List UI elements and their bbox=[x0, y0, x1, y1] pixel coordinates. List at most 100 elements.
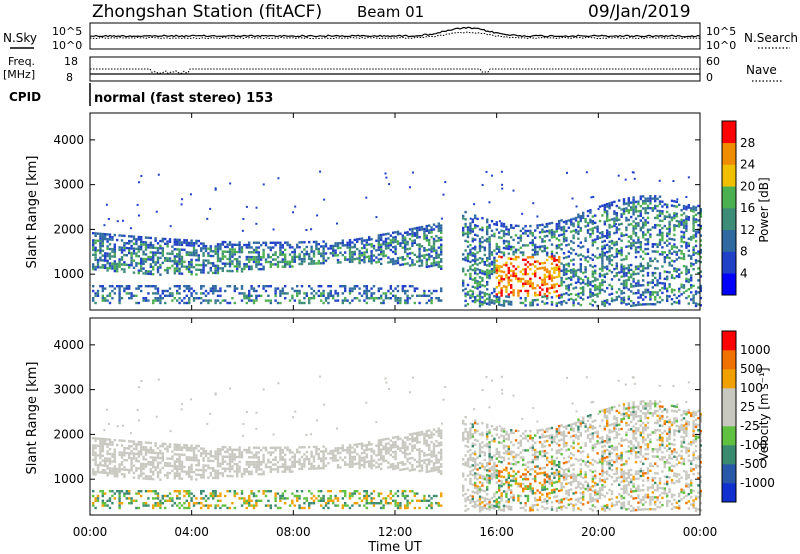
velocity-cell bbox=[178, 465, 181, 468]
power-cell bbox=[490, 270, 494, 273]
power-cell bbox=[565, 263, 568, 266]
power-cell bbox=[574, 293, 578, 297]
power-cell bbox=[630, 299, 633, 303]
velocity-cell bbox=[298, 506, 301, 510]
velocity-cell bbox=[144, 458, 148, 461]
power-cell bbox=[132, 249, 136, 253]
power-cell bbox=[613, 212, 616, 216]
velocity-cell bbox=[152, 456, 155, 459]
power-cell bbox=[495, 259, 498, 263]
power-cell bbox=[404, 243, 407, 247]
velocity-cell bbox=[178, 492, 181, 495]
power-cell bbox=[149, 236, 152, 240]
velocity-cell bbox=[248, 456, 251, 459]
velocity-cell bbox=[353, 443, 356, 447]
velocity-cell bbox=[188, 465, 191, 469]
power-cell bbox=[553, 269, 556, 272]
power-cell bbox=[152, 256, 155, 259]
power-cell bbox=[284, 285, 287, 288]
velocity-cell bbox=[159, 468, 162, 472]
velocity-cell bbox=[233, 462, 236, 466]
velocity-cell bbox=[190, 463, 193, 467]
velocity-cell bbox=[101, 449, 104, 453]
power-cell bbox=[334, 299, 337, 302]
power-cell bbox=[546, 230, 549, 233]
power-cell bbox=[430, 231, 433, 234]
velocity-cell bbox=[197, 444, 200, 448]
power-cell bbox=[440, 229, 443, 232]
velocity-cell bbox=[113, 453, 116, 456]
power-cell bbox=[678, 268, 681, 271]
velocity-cell bbox=[320, 459, 323, 463]
velocity-cell bbox=[176, 465, 179, 468]
velocity-cell bbox=[152, 473, 155, 476]
power-cell bbox=[291, 265, 294, 268]
power-cell bbox=[579, 215, 582, 218]
power-cell bbox=[137, 271, 140, 275]
power-cell bbox=[661, 265, 664, 268]
power-cell bbox=[565, 229, 568, 233]
power-cell bbox=[360, 246, 364, 250]
velocity-cell bbox=[286, 468, 289, 471]
power-cell bbox=[690, 264, 693, 268]
velocity-cell bbox=[315, 467, 318, 470]
power-cell bbox=[699, 208, 702, 211]
velocity-cell bbox=[365, 494, 368, 498]
power-cell bbox=[178, 287, 181, 290]
velocity-cell bbox=[344, 490, 347, 493]
power-cell bbox=[418, 301, 421, 305]
power-cell bbox=[106, 294, 109, 297]
power-cell bbox=[316, 214, 319, 217]
power-cell bbox=[300, 262, 304, 266]
power-cell bbox=[519, 239, 522, 242]
velocity-cell bbox=[312, 457, 316, 461]
velocity-cell bbox=[183, 444, 186, 447]
velocity-cell bbox=[279, 506, 282, 510]
power-cell bbox=[315, 247, 318, 251]
power-cell bbox=[649, 202, 652, 205]
power-cell bbox=[252, 255, 256, 259]
velocity-cell bbox=[464, 461, 467, 464]
power-cell bbox=[510, 300, 513, 304]
power-cell bbox=[250, 287, 253, 290]
velocity-cell bbox=[99, 490, 102, 493]
velocity-cell bbox=[257, 468, 260, 471]
power-cell bbox=[594, 272, 597, 275]
velocity-cell bbox=[101, 440, 104, 443]
velocity-cell bbox=[164, 499, 167, 502]
power-cell bbox=[474, 252, 477, 256]
power-cell bbox=[219, 301, 222, 305]
power-cell bbox=[300, 250, 304, 254]
power-cell bbox=[144, 272, 148, 275]
power-cell bbox=[471, 268, 474, 272]
power-cell bbox=[192, 297, 196, 300]
power-cell bbox=[694, 290, 698, 293]
power-cell bbox=[572, 229, 575, 233]
velocity-cell bbox=[176, 443, 179, 447]
velocity-cell bbox=[440, 429, 443, 432]
velocity-cell bbox=[137, 476, 140, 480]
power-cell bbox=[144, 270, 148, 273]
power-cell bbox=[356, 247, 359, 251]
velocity-cell bbox=[152, 451, 155, 454]
velocity-cell bbox=[305, 455, 308, 458]
power-cell bbox=[428, 241, 431, 244]
power-cell bbox=[166, 294, 169, 297]
power-cell bbox=[591, 270, 594, 273]
power-cell bbox=[622, 207, 626, 211]
velocity-cell bbox=[284, 453, 287, 457]
power-cell bbox=[257, 251, 260, 254]
power-cell bbox=[589, 211, 592, 214]
power-cell bbox=[474, 248, 477, 251]
power-cell bbox=[646, 264, 650, 268]
date-label: 09/Jan/2019 bbox=[588, 2, 691, 22]
power-cell bbox=[466, 259, 470, 263]
power-cell bbox=[687, 302, 690, 305]
velocity-cell bbox=[284, 468, 287, 471]
power-colorbar-swatch bbox=[722, 121, 736, 144]
velocity-cell bbox=[272, 451, 275, 454]
velocity-cell bbox=[274, 463, 277, 466]
power-cell bbox=[637, 303, 640, 307]
power-cell bbox=[365, 294, 368, 297]
power-cell bbox=[570, 278, 573, 281]
